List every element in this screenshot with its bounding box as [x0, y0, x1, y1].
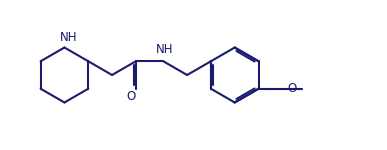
Text: O: O [287, 82, 296, 95]
Text: O: O [126, 90, 135, 103]
Text: NH: NH [156, 43, 173, 56]
Text: NH: NH [60, 31, 77, 44]
